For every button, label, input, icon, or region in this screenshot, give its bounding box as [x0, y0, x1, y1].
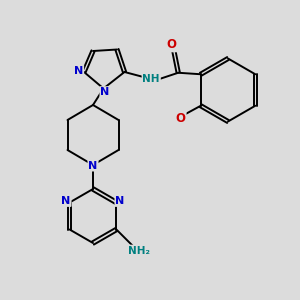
Text: N: N	[100, 87, 109, 97]
Text: N: N	[74, 65, 83, 76]
Text: N: N	[116, 196, 124, 206]
Text: O: O	[166, 38, 176, 51]
Text: NH₂: NH₂	[128, 245, 151, 256]
Text: N: N	[88, 160, 98, 171]
Text: O: O	[176, 112, 186, 125]
Text: NH: NH	[142, 74, 160, 84]
Text: N: N	[61, 196, 70, 206]
